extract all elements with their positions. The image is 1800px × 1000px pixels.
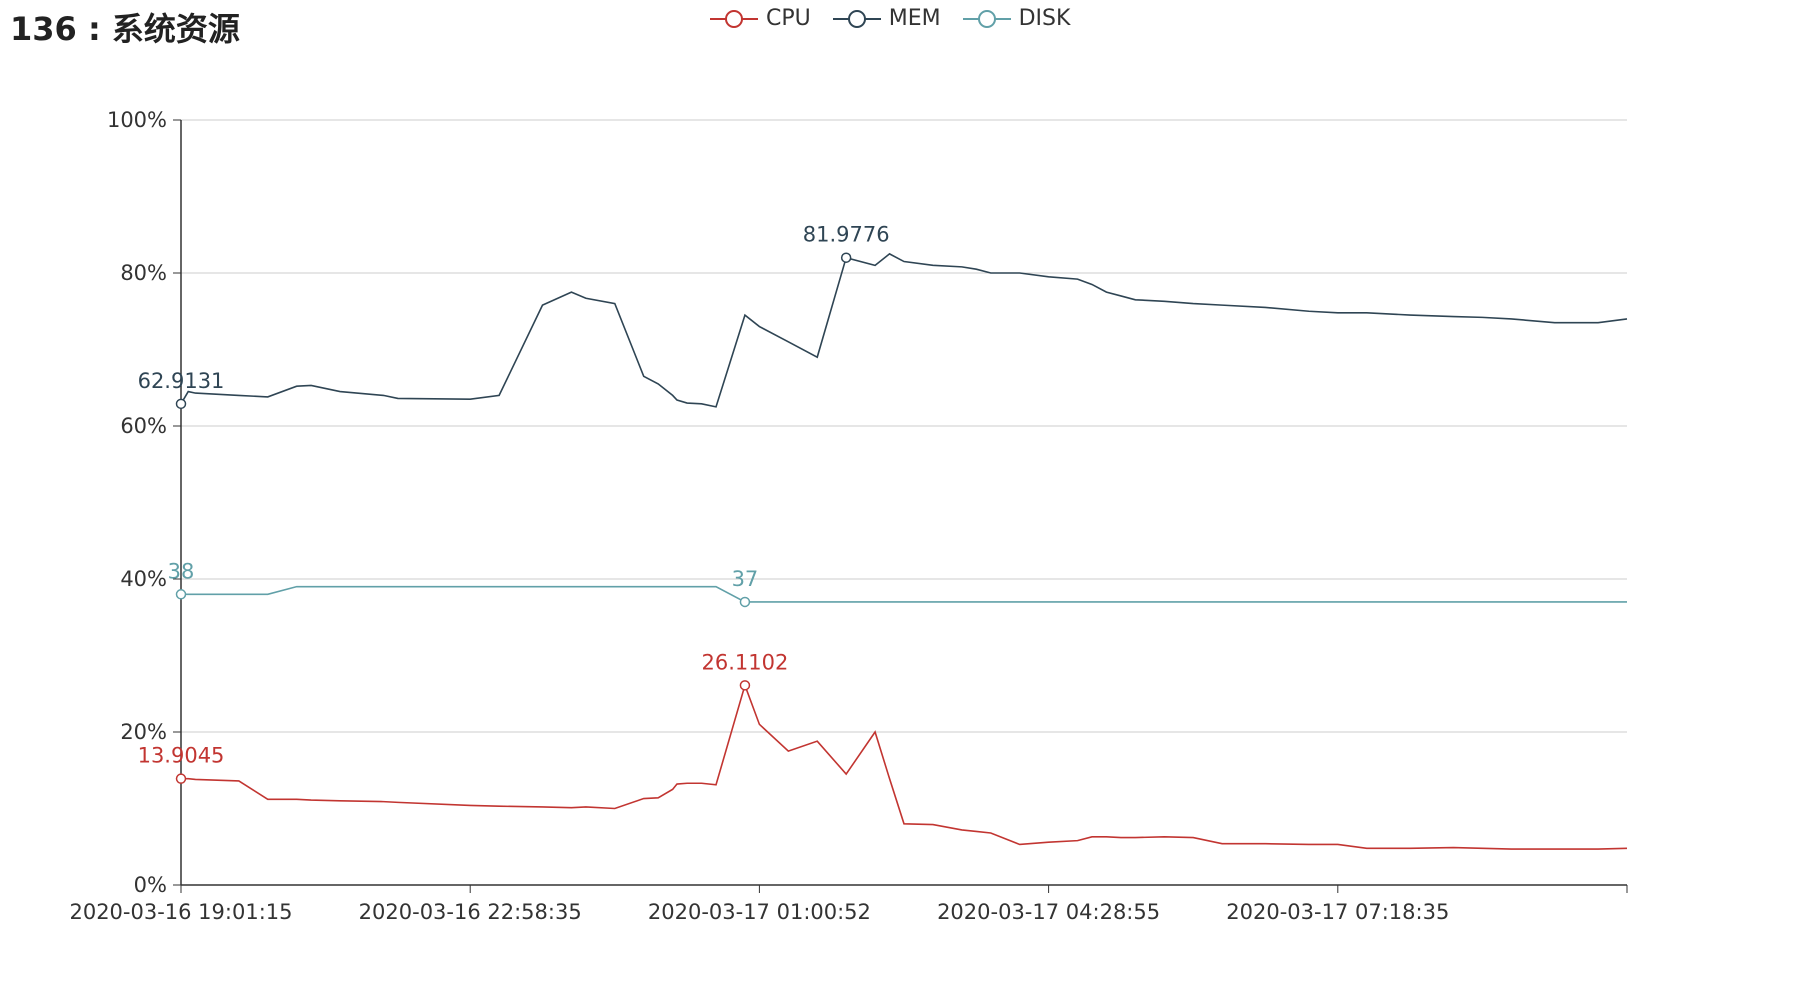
data-label-cpu: 26.1102 [702, 650, 789, 674]
series-line-cpu[interactable] [181, 682, 1628, 850]
legend-cpu-marker-icon [710, 9, 758, 28]
x-tick-label: 2020-03-16 19:01:15 [69, 900, 292, 924]
page-title: 136 : 系统资源 [10, 10, 240, 48]
data-point-mem[interactable] [175, 398, 187, 410]
x-tick-label: 2020-03-17 01:00:52 [648, 900, 871, 924]
y-tick-label: 0% [134, 873, 167, 897]
legend-item-mem[interactable]: MEM [832, 6, 941, 31]
data-point-disk[interactable] [739, 596, 751, 608]
x-tick-label: 2020-03-16 22:58:35 [359, 900, 582, 924]
data-label-mem: 81.9776 [803, 223, 890, 247]
y-tick-label: 100% [107, 108, 167, 132]
legend: CPU MEM DISK [710, 6, 1070, 31]
y-tick-label: 80% [120, 261, 167, 285]
grid-lines [181, 119, 1627, 733]
data-label-mem: 62.9131 [138, 369, 225, 393]
y-tick-label: 40% [120, 567, 167, 591]
legend-label-mem: MEM [888, 6, 941, 31]
series-group [180, 252, 1628, 850]
legend-disk-marker-icon [962, 9, 1011, 28]
data-label-cpu: 13.9045 [138, 744, 225, 768]
data-point-cpu[interactable] [175, 773, 187, 784]
legend-item-cpu[interactable]: CPU [710, 6, 811, 31]
y-tick-label: 20% [120, 720, 167, 744]
legend-label-disk: DISK [1018, 6, 1071, 31]
y-tick-label: 60% [120, 414, 167, 438]
x-tick-label: 2020-03-17 04:28:55 [937, 900, 1160, 924]
data-point-disk[interactable] [175, 589, 187, 600]
data-point-cpu[interactable] [739, 680, 751, 691]
data-point-mem[interactable] [840, 252, 852, 263]
legend-mem-marker-icon [832, 9, 881, 28]
legend-label-cpu: CPU [766, 6, 811, 31]
series-line-disk[interactable] [181, 585, 1627, 603]
x-tick-label: 2020-03-17 07:18:35 [1226, 900, 1449, 924]
data-label-disk: 37 [732, 567, 759, 591]
data-label-disk: 38 [168, 559, 195, 583]
legend-item-disk[interactable]: DISK [962, 6, 1071, 31]
axes: 0% 20% 40% 60% 80% 100% 2020-03-16 19:01:15 202… [69, 108, 1628, 924]
data-labels: 13.9045 26.1102 62.9131 81.9776 38 37 [138, 223, 890, 784]
series-line-mem[interactable] [180, 252, 1628, 408]
